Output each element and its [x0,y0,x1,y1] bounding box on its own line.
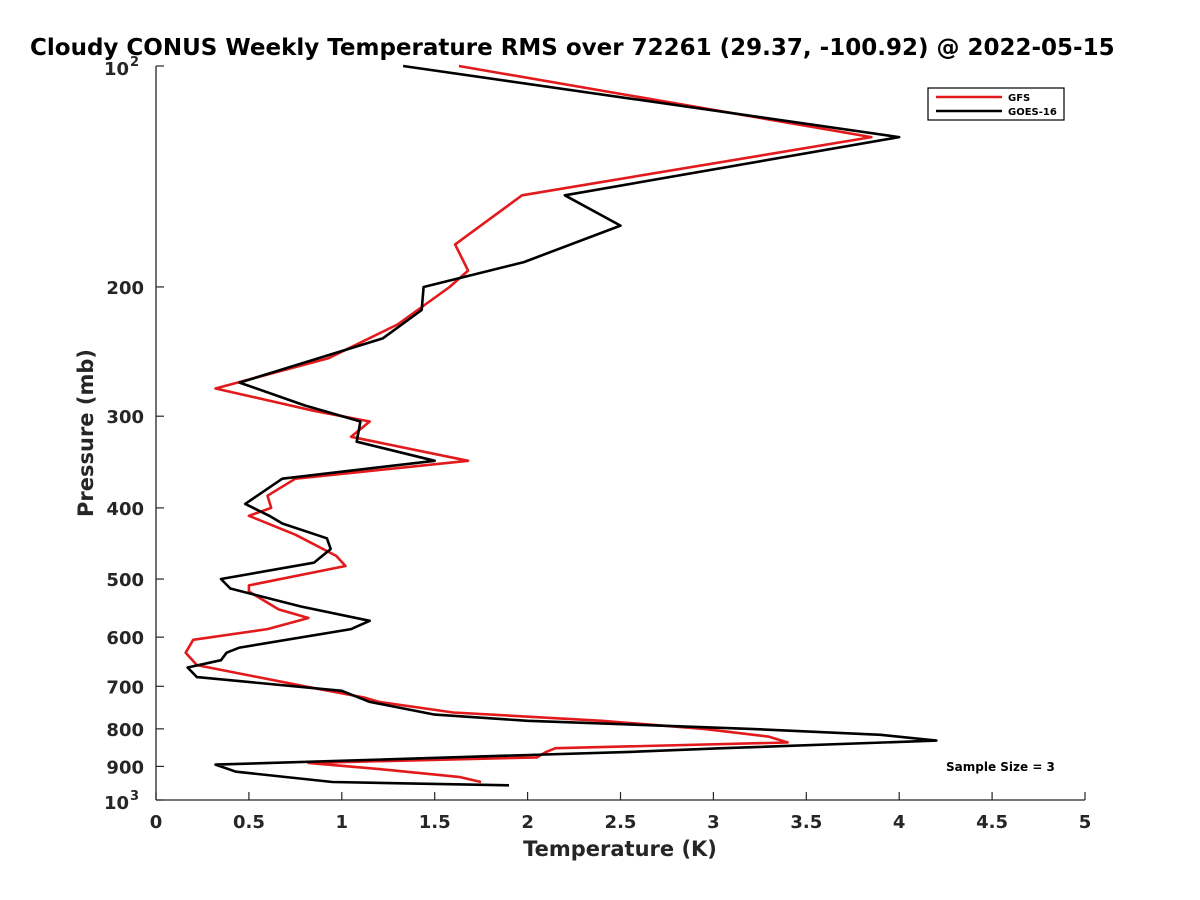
legend-label-gfs: GFS [1008,93,1030,104]
legend: GFS GOES-16 [927,87,1065,121]
y-tick-label: 600 [106,628,144,649]
x-tick-label: 4 [893,812,906,833]
plot-area: 0 0.5 1 1.5 2 2.5 3 3.5 4 4.5 510 22003004005006007… [104,55,1091,833]
y-tick-label: 200 [106,278,144,299]
y-tick-label: 300 [106,407,144,428]
y-tick-label-exponent: 2 [130,55,139,70]
y-tick-label-exponent: 3 [130,789,139,804]
x-tick-label: 5 [1079,812,1092,833]
y-tick-label: 900 [106,757,144,778]
series-layer [184,64,938,787]
x-tick-label: 0 [150,812,163,833]
x-tick-label: 1 [336,812,349,833]
y-tick-label: 500 [106,570,144,591]
sample-size-annotation: Sample Size = 3 [946,760,1055,774]
legend-box [927,87,1065,121]
y-tick-label-base: 10 [104,59,129,80]
y-tick-label: 400 [106,499,144,520]
x-tick-label: 2.5 [605,812,637,833]
y-axis-label: Pressure (mb) [74,349,98,517]
y-tick-label: 700 [106,677,144,698]
x-tick-label: 3 [707,812,720,833]
x-tick-label: 4.5 [976,812,1008,833]
x-tick-label: 1.5 [419,812,451,833]
series-line-gfs [184,64,873,784]
axes-layer: 0 0.5 1 1.5 2 2.5 3 3.5 4 4.5 510 22003004005006007… [104,55,1091,833]
legend-label-goes-16: GOES-16 [1008,107,1057,118]
x-tick-label: 3.5 [790,812,822,833]
y-tick-label-base: 10 [104,793,129,814]
x-tick-label: 2 [521,812,534,833]
chart-title: Cloudy CONUS Weekly Temperature RMS over… [30,35,1115,61]
y-tick-label: 800 [106,720,144,741]
x-tick-label: 0.5 [233,812,265,833]
x-axis-label: Temperature (K) [523,837,717,861]
series-line-goes-16 [186,64,938,787]
